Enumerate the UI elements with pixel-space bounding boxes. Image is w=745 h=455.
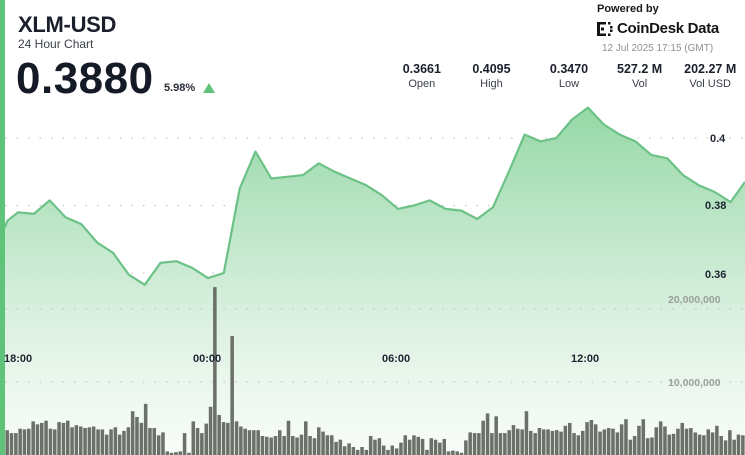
stat-vol-usd: 202.27 M Vol USD (675, 62, 745, 90)
stat-label: Open (408, 78, 436, 90)
stat-label: Vol USD (689, 78, 731, 90)
current-price: 0.3880 (16, 54, 154, 103)
powered-by-label: Powered by (597, 3, 659, 15)
x-axis-labels: 18:00 00:00 06:00 12:00 (4, 353, 599, 365)
svg-text:06:00: 06:00 (382, 353, 410, 365)
price-area-fill (5, 107, 745, 455)
chart-subtitle: 24 Hour Chart (18, 37, 94, 51)
stat-label: Vol (631, 78, 648, 90)
ticker-symbol: XLM-USD (18, 12, 117, 37)
stat-open: 0.3661 Open (395, 62, 449, 90)
stat-value: 527.2 M (617, 62, 663, 76)
price-line (3, 106, 745, 286)
svg-text:0.36: 0.36 (705, 269, 726, 281)
svg-text:20,000,000: 20,000,000 (668, 294, 721, 306)
stat-vol: 527.2 M Vol (604, 62, 676, 90)
svg-text:12:00: 12:00 (571, 353, 599, 365)
svg-text:0.4: 0.4 (710, 133, 726, 145)
coindesk-data-logo[interactable]: CoinDesk Data (597, 20, 719, 37)
price-change-percent: 5.98% (164, 82, 196, 94)
stat-low: 0.3470 Low (534, 62, 604, 90)
timestamp: 12 Jul 2025 17:15 (GMT) (602, 43, 714, 54)
left-accent-bar (0, 0, 5, 455)
svg-text:00:00: 00:00 (193, 353, 221, 365)
stat-value: 202.27 M (684, 62, 737, 76)
svg-text:0.38: 0.38 (705, 200, 726, 212)
up-arrow-icon (203, 83, 215, 93)
stat-label: High (480, 78, 503, 90)
y-axis-labels: 0.4 0.38 0.36 20,000,000 10,000,000 (668, 133, 726, 389)
stat-value: 0.4095 (472, 62, 511, 76)
coindesk-logo-icon (597, 21, 613, 36)
svg-text:18:00: 18:00 (4, 353, 32, 365)
stats-row: 0.3661 Open 0.4095 High 0.3470 Low 527.2… (395, 62, 745, 90)
stat-high: 0.4095 High (449, 62, 535, 90)
stat-value: 0.3661 (402, 62, 441, 76)
volume-bars (5, 287, 745, 455)
stat-label: Low (558, 78, 580, 90)
svg-text:10,000,000: 10,000,000 (668, 377, 721, 389)
stat-value: 0.3470 (549, 62, 589, 76)
brand-name: CoinDesk Data (617, 20, 719, 37)
